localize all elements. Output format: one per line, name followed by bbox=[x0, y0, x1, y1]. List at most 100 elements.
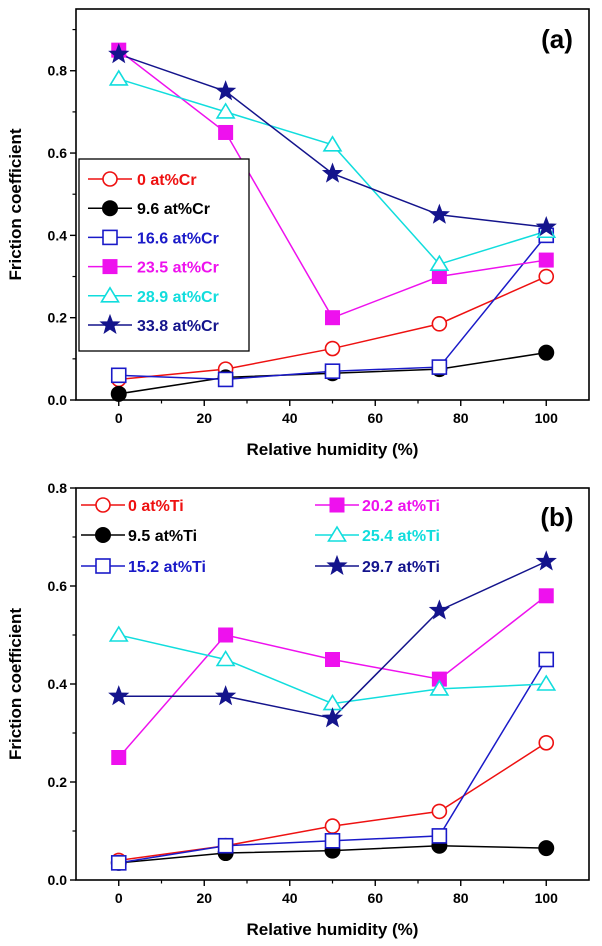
data-point bbox=[215, 649, 236, 667]
legend-entry: 9.5 at%Ti bbox=[81, 527, 197, 545]
legend-box bbox=[78, 158, 250, 352]
data-point bbox=[431, 269, 447, 285]
data-point bbox=[110, 385, 127, 402]
y-tick-label: 0.2 bbox=[48, 774, 68, 790]
x-tick-label: 40 bbox=[282, 890, 298, 906]
legend-entry: 33.8 at%Cr bbox=[88, 313, 219, 335]
data-point bbox=[538, 734, 555, 751]
data-point bbox=[218, 124, 234, 140]
data-point bbox=[536, 674, 557, 691]
legend-label: 0 at%Cr bbox=[137, 172, 197, 189]
x-tick-label: 0 bbox=[115, 410, 123, 426]
legend-entry: 0 at%Ti bbox=[81, 497, 184, 515]
data-point bbox=[215, 685, 237, 706]
legend-entry: 25.4 at%Ti bbox=[315, 525, 440, 545]
data-point bbox=[538, 651, 555, 668]
legend-label: 15.2 at%Ti bbox=[128, 559, 206, 576]
y-tick-label: 0.2 bbox=[48, 310, 68, 326]
x-tick-label: 20 bbox=[196, 410, 212, 426]
data-point bbox=[431, 803, 448, 820]
x-tick-label: 100 bbox=[535, 890, 559, 906]
data-point bbox=[324, 818, 341, 834]
legend-label: 28.9 at%Cr bbox=[137, 289, 219, 306]
series-line-3 bbox=[118, 595, 547, 758]
data-point bbox=[215, 80, 237, 101]
x-axis-label: Relative humidity (%) bbox=[247, 440, 419, 459]
legend-marker bbox=[95, 527, 111, 543]
data-point bbox=[538, 588, 554, 604]
data-point bbox=[428, 203, 450, 224]
data-point bbox=[324, 340, 341, 357]
legend-marker bbox=[100, 286, 120, 303]
legend-entry: 29.7 at%Ti bbox=[315, 554, 440, 576]
legend: 0 at%Ti 9.5 at%Ti 15.2 at%Ti 20.2 at%Ti 25.4… bbox=[81, 497, 440, 576]
data-point bbox=[431, 316, 448, 332]
legend-entry: 23.5 at%Cr bbox=[88, 259, 219, 277]
x-tick-label: 100 bbox=[535, 410, 559, 426]
legend-label: 33.8 at%Cr bbox=[137, 318, 219, 335]
legend-marker bbox=[329, 497, 345, 513]
legend-label: 9.5 at%Ti bbox=[128, 528, 197, 545]
data-point bbox=[535, 215, 557, 237]
y-tick-label: 0.8 bbox=[48, 63, 68, 79]
legend-marker bbox=[95, 558, 111, 574]
y-axis-label: Friction coefficient bbox=[6, 608, 25, 760]
legend-label: 23.5 at%Cr bbox=[137, 260, 219, 277]
data-point bbox=[217, 371, 234, 388]
x-tick-label: 20 bbox=[196, 890, 212, 906]
data-point bbox=[431, 359, 448, 375]
chart-panel-a: 0 20 40 60 80 100 0.0 0.2 0.4 0.6 0.8 Relative humi… bbox=[6, 8, 590, 459]
data-point bbox=[431, 828, 448, 844]
legend-label: 9.6 at%Cr bbox=[137, 201, 210, 218]
legend-label: 16.6 at%Cr bbox=[137, 230, 219, 247]
panel-label: (b) bbox=[540, 502, 573, 532]
data-point bbox=[538, 268, 555, 285]
x-tick-label: 40 bbox=[282, 410, 298, 426]
data-point bbox=[108, 69, 129, 86]
data-point bbox=[321, 707, 344, 728]
data-point bbox=[322, 135, 343, 152]
legend-marker bbox=[102, 200, 118, 217]
data-point bbox=[108, 625, 129, 642]
legend-marker bbox=[102, 171, 118, 187]
x-tick-label: 60 bbox=[367, 410, 383, 426]
data-point bbox=[108, 685, 130, 706]
data-point bbox=[538, 344, 555, 361]
legend-label: 25.4 at%Ti bbox=[362, 528, 440, 545]
x-tick-label: 80 bbox=[453, 410, 469, 426]
legend-label: 29.7 at%Ti bbox=[362, 559, 440, 576]
data-point bbox=[108, 43, 130, 64]
chart-panel-b: 0 20 40 60 80 100 0.0 0.2 0.4 0.6 0.8 Relative humi… bbox=[6, 480, 590, 939]
data-point bbox=[325, 310, 340, 326]
data-point bbox=[325, 652, 340, 667]
data-point bbox=[217, 837, 234, 854]
data-point bbox=[110, 855, 127, 871]
legend-entry: 9.6 at%Cr bbox=[88, 200, 210, 218]
y-tick-label: 0.4 bbox=[48, 227, 68, 243]
y-tick-label: 0.0 bbox=[48, 872, 68, 888]
legend-marker bbox=[99, 313, 121, 335]
data-point bbox=[429, 254, 450, 271]
legend-marker bbox=[102, 229, 118, 246]
data-point bbox=[321, 162, 344, 183]
legend-entry: 20.2 at%Ti bbox=[315, 497, 440, 515]
legend-entry: 15.2 at%Ti bbox=[81, 558, 206, 576]
panel-label: (a) bbox=[541, 24, 573, 54]
legend-entry: 0 at%Cr bbox=[88, 171, 197, 189]
y-tick-label: 0.4 bbox=[48, 676, 68, 692]
x-axis-label: Relative humidity (%) bbox=[247, 920, 419, 939]
y-tick-label: 0.0 bbox=[48, 392, 68, 408]
data-point bbox=[215, 102, 236, 119]
legend-label: 0 at%Ti bbox=[128, 498, 184, 515]
y-tick-label: 0.8 bbox=[48, 480, 68, 496]
y-axis-label: Friction coefficient bbox=[6, 128, 25, 280]
legend-marker bbox=[95, 497, 111, 513]
legend-entry: 16.6 at%Cr bbox=[88, 229, 219, 247]
data-point bbox=[111, 750, 127, 765]
legend-label: 20.2 at%Ti bbox=[362, 498, 440, 515]
data-point bbox=[538, 252, 554, 268]
legend-marker bbox=[102, 259, 118, 275]
y-tick-label: 0.6 bbox=[48, 578, 68, 594]
